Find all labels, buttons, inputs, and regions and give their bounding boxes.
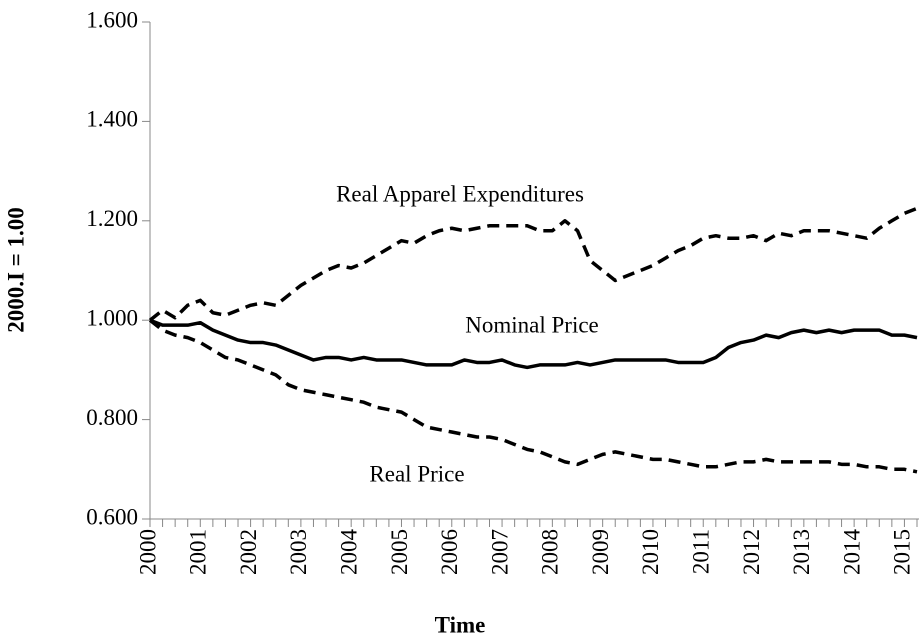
y-tick-label: 1.000	[86, 305, 138, 330]
x-tick-label: 2009	[588, 529, 613, 575]
x-tick-label: 2014	[839, 529, 864, 576]
x-axis-title: Time	[435, 612, 486, 637]
series-annotation: Real Price	[369, 461, 464, 486]
x-tick-label: 2006	[437, 529, 462, 575]
x-tick-label: 2002	[236, 529, 261, 575]
y-tick-label: 1.200	[86, 206, 138, 231]
x-tick-label: 2013	[789, 529, 814, 575]
x-tick-label: 2015	[890, 529, 915, 575]
series-line	[148, 318, 918, 474]
x-tick-label: 2000	[135, 529, 160, 575]
y-axis-title: 2000.I = 1.00	[3, 207, 28, 333]
series-line	[148, 206, 918, 322]
x-tick-label: 2012	[739, 529, 764, 575]
y-tick-label: 0.800	[86, 405, 138, 430]
y-tick-label: 0.600	[86, 504, 138, 529]
x-tick-label: 2008	[538, 529, 563, 575]
x-tick-label: 2007	[487, 529, 512, 575]
series-annotation: Real Apparel Expenditures	[336, 181, 584, 206]
x-tick-label: 2004	[336, 529, 361, 576]
x-tick-label: 2003	[286, 529, 311, 575]
y-tick-label: 1.600	[86, 7, 138, 32]
x-tick-label: 2011	[689, 529, 714, 574]
x-tick-label: 2010	[638, 529, 663, 575]
series-annotation: Nominal Price	[465, 312, 599, 337]
x-tick-label: 2005	[387, 529, 412, 575]
y-tick-label: 1.400	[86, 107, 138, 132]
x-tick-label: 2001	[186, 529, 211, 575]
series-line	[149, 318, 918, 370]
